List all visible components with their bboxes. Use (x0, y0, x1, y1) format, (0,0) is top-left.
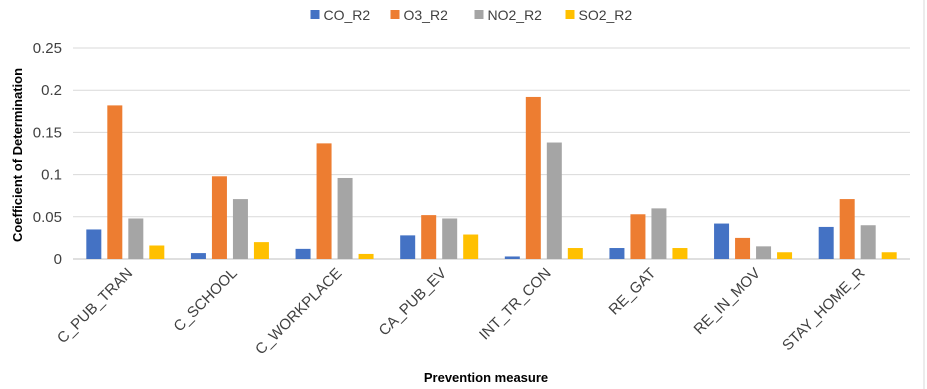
legend-label: SO2_R2 (579, 7, 633, 23)
bar-co-r2 (818, 226, 834, 259)
bar-no2-r2 (337, 177, 353, 259)
x-axis-ticks: C_PUB_TRAN C_SCHOOL C_WORKPLACE CA_PUB_EV IN… (54, 265, 869, 358)
x-tick-label: CA_PUB_EV (376, 265, 451, 340)
bar-co-r2 (295, 248, 311, 259)
chart-legend: CO_R2 O3_R2 NO2_R2 SO2_R2 (310, 7, 633, 23)
bar-o3-r2 (735, 237, 751, 259)
bar-no2-r2 (128, 218, 144, 259)
legend-label: O3_R2 (404, 7, 449, 23)
x-tick-label: STAY_HOME_R (779, 265, 869, 355)
bar-no2-r2 (651, 208, 667, 259)
x-tick-label: RE_IN_MOV (691, 265, 764, 338)
x-tick-label: C_WORKPLACE (252, 265, 345, 358)
y-axis-ticks: 0 0.05 0.1 0.15 0.2 0.25 (33, 40, 62, 268)
bar-so2-r2 (881, 252, 897, 259)
bars (86, 96, 897, 260)
bar-o3-r2 (107, 105, 123, 259)
y-tick-label: 0.05 (33, 209, 62, 226)
x-tick-label: RE_GAT (606, 265, 660, 319)
bar-o3-r2 (421, 215, 437, 259)
bar-so2-r2 (567, 248, 583, 259)
x-tick-label: C_SCHOOL (170, 265, 240, 335)
bar-so2-r2 (463, 234, 479, 259)
bar-o3-r2 (630, 214, 646, 259)
y-tick-label: 0.1 (41, 167, 62, 184)
legend-swatch (390, 10, 400, 19)
bar-o3-r2 (839, 199, 855, 259)
legend-label: NO2_R2 (488, 7, 543, 23)
gridlines (73, 47, 910, 260)
y-axis-title: Coefficient of Determination (10, 68, 25, 242)
bar-co-r2 (714, 223, 730, 259)
bar-co-r2 (190, 253, 206, 259)
bar-so2-r2 (253, 242, 269, 259)
bar-so2-r2 (777, 252, 793, 259)
bar-no2-r2 (232, 199, 248, 259)
x-tick-label: C_PUB_TRAN (54, 265, 136, 347)
bar-no2-r2 (756, 246, 772, 259)
bar-co-r2 (400, 235, 416, 259)
legend-swatch (310, 10, 320, 19)
y-tick-label: 0.2 (41, 82, 62, 99)
legend-label: CO_R2 (324, 7, 371, 23)
bar-co-r2 (86, 229, 102, 259)
bar-no2-r2 (442, 218, 458, 259)
y-tick-label: 0.25 (33, 40, 62, 57)
bar-so2-r2 (149, 245, 165, 259)
legend-swatch (474, 10, 484, 19)
x-axis-title: Prevention measure (424, 370, 548, 385)
bar-no2-r2 (546, 142, 562, 259)
bar-o3-r2 (525, 96, 541, 260)
bar-so2-r2 (358, 253, 374, 259)
bar-no2-r2 (860, 225, 876, 259)
bar-co-r2 (504, 256, 520, 259)
y-tick-label: 0.15 (33, 124, 62, 141)
x-tick-label: INT_TR_CON (476, 265, 555, 344)
bar-co-r2 (609, 248, 625, 259)
y-tick-label: 0 (54, 251, 62, 268)
bar-o3-r2 (316, 143, 332, 259)
bar-so2-r2 (672, 248, 688, 259)
legend-swatch (565, 10, 575, 19)
bar-o3-r2 (211, 176, 227, 259)
